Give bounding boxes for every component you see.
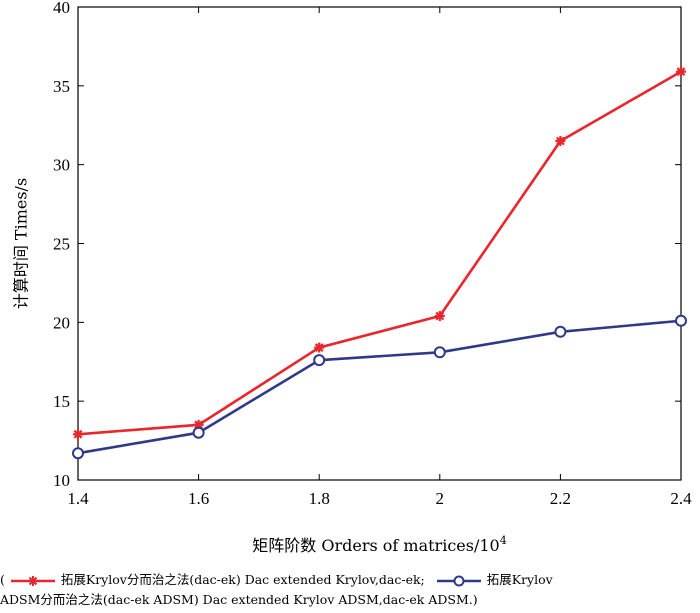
x-axis-label: 矩阵阶数 Orders of matrices/104	[252, 534, 506, 555]
data-point	[314, 342, 325, 353]
series-1	[73, 66, 686, 440]
data-point	[72, 447, 84, 460]
star-marker-icon	[27, 575, 38, 586]
series-2	[72, 314, 687, 460]
chart-svg: 1.4 1.6 1.8 2 2.2 2.4 10 15 20 25 30 35 40 矩阵阶数 Ord…	[12, 0, 693, 555]
data-point	[313, 354, 326, 367]
y-tick-label: 10	[53, 471, 70, 490]
data-point	[555, 136, 566, 147]
data-point	[192, 426, 205, 439]
data-point	[554, 325, 567, 338]
data-point	[73, 429, 83, 440]
x-tick-label: 1.8	[309, 489, 330, 508]
circle-marker-icon	[453, 575, 465, 586]
legend-series-2-label-part1: 拓展Krylov	[486, 572, 553, 587]
x-axis-ticks: 1.4 1.6 1.8 2 2.2 2.4	[67, 7, 692, 508]
y-axis-label: 计算时间 Times/s	[12, 178, 31, 309]
series-1-line	[77, 70, 682, 436]
data-point	[676, 66, 686, 77]
y-tick-label: 40	[53, 0, 70, 17]
data-point	[675, 314, 687, 327]
x-tick-label: 1.6	[188, 489, 209, 508]
series-group	[72, 66, 687, 460]
legend-series-1-label: 拓展Krylov分而治之法(dac-ek) Dac extended Krylo…	[60, 572, 425, 587]
y-tick-label: 35	[53, 77, 70, 96]
y-tick-label: 25	[53, 235, 70, 254]
legend-series-2-label-part2: ADSM分而治之法(dac-ek ADSM) Dac extended Kryl…	[0, 592, 478, 607]
legend-swatch-series-1	[10, 575, 55, 586]
legend: ( 拓展Krylov分而治之法(dac-ek) Dac extended Kry…	[0, 570, 700, 610]
series-2-line	[77, 319, 682, 455]
legend-line-2: ADSM分而治之法(dac-ek ADSM) Dac extended Kryl…	[0, 590, 700, 610]
legend-swatch-series-2	[436, 575, 481, 586]
y-axis-ticks: 10 15 20 25 30 35 40	[53, 0, 681, 490]
y-tick-label: 15	[53, 392, 70, 411]
data-point	[434, 311, 445, 322]
y-tick-label: 20	[53, 313, 70, 332]
x-tick-label: 1.4	[67, 489, 89, 508]
legend-line-1: ( 拓展Krylov分而治之法(dac-ek) Dac extended Kry…	[0, 570, 700, 590]
x-tick-label: 2.2	[550, 489, 571, 508]
x-tick-label: 2.4	[670, 489, 692, 508]
x-tick-label: 2	[436, 489, 445, 508]
data-point	[433, 346, 446, 359]
legend-open-paren: (	[0, 572, 5, 587]
y-tick-label: 30	[53, 156, 70, 175]
plot-frame	[77, 6, 682, 481]
